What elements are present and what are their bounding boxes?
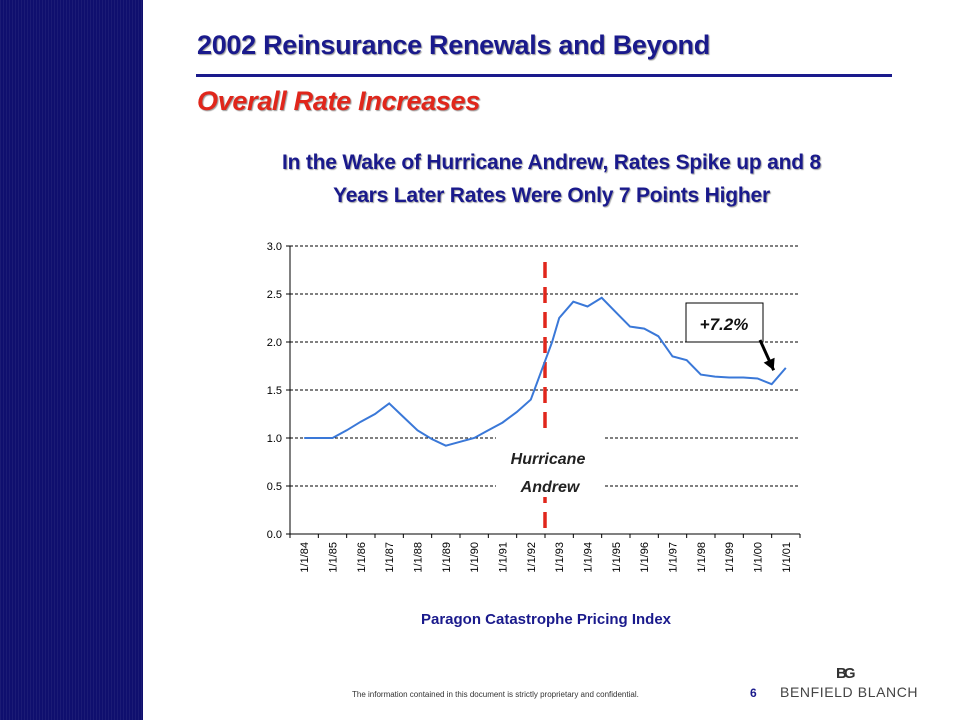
x-tick-label: 1/1/00 (753, 542, 765, 573)
logo-mark: BG (836, 665, 855, 682)
y-tick-label: 2.5 (267, 289, 282, 301)
logo-text: BENFIELD BLANCH (780, 684, 919, 700)
event-marker-layer: Hurricane Andrew (496, 262, 605, 532)
axis-layer (286, 245, 801, 538)
y-tick-label: 0.0 (267, 529, 282, 541)
annotation-layer: +7.2% (685, 302, 776, 371)
x-tick-label: 1/1/98 (696, 542, 708, 573)
slide-title: 2002 Reinsurance Renewals and Beyond (197, 30, 710, 60)
y-tick-label: 3.0 (267, 241, 282, 253)
x-tick-label: 1/1/96 (639, 542, 651, 573)
side-bar (0, 0, 143, 720)
y-tick-label: 0.5 (267, 481, 282, 493)
x-tick-label: 1/1/94 (583, 542, 595, 573)
x-tick-label: 1/1/84 (299, 542, 311, 573)
x-tick-label: 1/1/86 (356, 542, 368, 573)
page-number: 6 (750, 686, 757, 700)
series-line (304, 296, 787, 447)
annotation-box (685, 302, 764, 343)
event-label-background (496, 437, 605, 497)
chart-headline-line-2: Years Later Rates Were Only 7 Points Hig… (333, 184, 770, 207)
x-tick-label: 1/1/01 (781, 542, 793, 573)
x-tick-label: 1/1/91 (498, 542, 510, 573)
x-tick-label: 1/1/85 (328, 542, 340, 573)
x-tick-label: 1/1/97 (668, 542, 680, 573)
x-tick-label: 1/1/89 (441, 542, 453, 573)
event-label-line-1: Hurricane (511, 451, 586, 468)
confidentiality-note: The information contained in this docume… (352, 690, 639, 699)
y-tick-label: 1.5 (267, 385, 282, 397)
y-tick-label: 2.0 (267, 337, 282, 349)
benfield-blanch-logo: BG BENFIELD BLANCH (780, 665, 940, 705)
chart-headline-line-1: In the Wake of Hurricane Andrew, Rates S… (281, 151, 822, 174)
x-tick-label: 1/1/92 (526, 542, 538, 573)
title-rule (196, 74, 892, 77)
annotation-label: +7.2% (700, 315, 749, 334)
x-tick-label: 1/1/88 (413, 542, 425, 573)
x-tick-label: 1/1/95 (611, 542, 623, 573)
slide-subtitle: Overall Rate Increases (197, 86, 481, 116)
x-tick-label: 1/1/99 (724, 542, 736, 573)
annotation-arrow-head (763, 357, 775, 371)
x-tick-label: 1/1/93 (554, 542, 566, 573)
event-label-line-2: Andrew (520, 479, 581, 496)
x-tick-label: 1/1/87 (384, 542, 396, 573)
label-layer: 0.0 0.5 1.0 1.5 2.0 2.5 3.0 1/1/84 1/1/85 1/1/86 1… (267, 241, 793, 573)
y-tick-label: 1.0 (267, 433, 282, 445)
x-tick-label: 1/1/90 (469, 542, 481, 573)
x-axis-title: Paragon Catastrophe Pricing Index (421, 611, 672, 628)
series-layer (304, 296, 787, 447)
